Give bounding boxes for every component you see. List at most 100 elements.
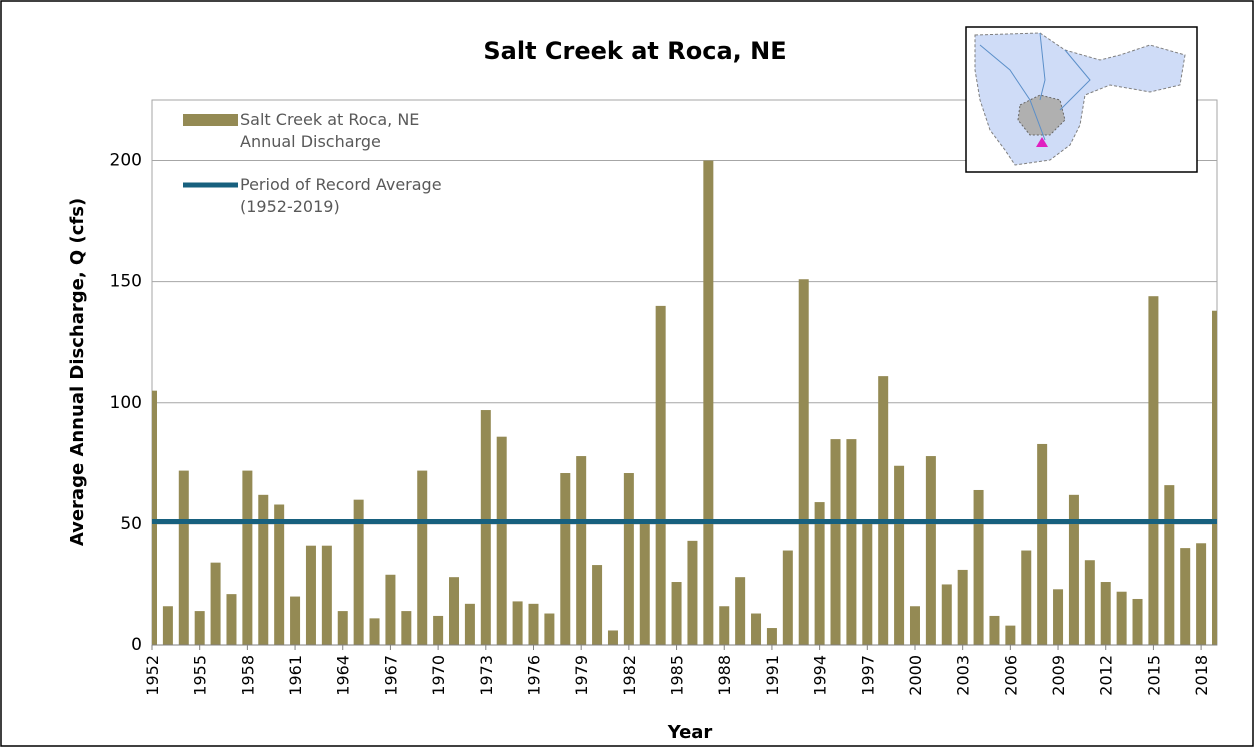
bars (152, 160, 1217, 646)
bar (449, 577, 460, 645)
bar (623, 473, 634, 645)
bar (751, 613, 762, 645)
bar (1212, 310, 1217, 645)
bar (782, 550, 793, 645)
bar (703, 160, 714, 646)
bar (814, 502, 825, 645)
bar (178, 470, 189, 645)
bar (941, 584, 952, 645)
labels: 0 50 100 150 200 1952 1955 1958 1961 1964 1967 1970… (110, 151, 1217, 696)
bar (162, 606, 173, 645)
y-tick-label: 150 (110, 272, 142, 292)
bar (528, 603, 539, 645)
x-tick-label: 2006 (1001, 655, 1020, 696)
inset-map (965, 26, 1198, 173)
y-tick-label: 0 (131, 635, 142, 655)
bar (957, 569, 968, 645)
x-tick-label: 2012 (1097, 655, 1116, 696)
bar (321, 545, 332, 645)
bar (576, 456, 587, 645)
x-tick-label: 1970 (429, 655, 448, 696)
x-tick-label: 1997 (858, 655, 877, 696)
x-tick-label: 1967 (381, 655, 400, 696)
bar (1084, 560, 1095, 645)
bar (544, 613, 555, 645)
x-tick-label: 1973 (477, 655, 496, 696)
x-tick-label: 1991 (763, 655, 782, 696)
map-city (1017, 94, 1066, 136)
legend-swatch (183, 114, 238, 126)
bar (385, 574, 396, 645)
bar (152, 390, 157, 645)
y-tick-label: 100 (110, 393, 142, 413)
bar (210, 562, 221, 645)
bar (830, 439, 841, 645)
bar (1005, 625, 1016, 645)
chart-title: Salt Creek at Roca, NE (483, 37, 786, 65)
bar (735, 577, 746, 645)
x-tick-label: 1988 (715, 655, 734, 696)
x-tick-label: 1961 (286, 655, 305, 696)
x-tick-label: 1976 (524, 655, 543, 696)
bar (496, 436, 507, 645)
bar (655, 305, 666, 645)
bar (290, 596, 301, 645)
bar (560, 473, 571, 645)
bar (1164, 485, 1175, 645)
bar (305, 545, 316, 645)
bar (766, 628, 777, 645)
bar (480, 410, 491, 645)
bar (274, 504, 285, 645)
bar (925, 456, 936, 645)
legend-label: Salt Creek at Roca, NE Annual Discharge (240, 110, 420, 151)
bar (719, 606, 730, 645)
bar (1180, 548, 1191, 645)
x-tick-label: 1952 (143, 655, 162, 696)
bar (973, 489, 984, 645)
x-tick-label: 1994 (811, 655, 830, 696)
bar (353, 499, 364, 645)
bar (607, 630, 618, 645)
bar (639, 519, 650, 645)
bar (1037, 443, 1048, 645)
bar (1100, 582, 1111, 645)
x-tick-label: 1985 (668, 655, 687, 696)
x-tick-label: 2009 (1049, 655, 1068, 696)
x-tick-label: 1964 (334, 655, 353, 696)
y-tick-label: 200 (110, 151, 142, 171)
bar (1116, 591, 1127, 645)
bar (878, 376, 889, 645)
bar (401, 611, 412, 645)
bar (687, 540, 698, 645)
bar (798, 279, 809, 645)
map-gauge (1036, 137, 1048, 147)
bar (242, 470, 253, 645)
bar (1196, 543, 1207, 645)
x-tick-label: 1982 (620, 655, 639, 696)
bar (1053, 589, 1064, 645)
bar (592, 565, 603, 645)
bar (417, 470, 428, 645)
x-tick-label: 2015 (1144, 655, 1163, 696)
bar (894, 465, 905, 645)
bar (909, 606, 920, 645)
bar (1132, 598, 1143, 645)
bar (226, 594, 237, 645)
x-tick-label: 2003 (954, 655, 973, 696)
bar (512, 601, 523, 645)
bar (194, 611, 205, 645)
y-tick-label: 50 (120, 514, 142, 534)
bar (862, 519, 873, 645)
x-tick-label: 2000 (906, 655, 925, 696)
map-streams (979, 32, 1091, 141)
x-tick-label: 1955 (191, 655, 210, 696)
x-tick-label: 2018 (1192, 655, 1211, 696)
bar (989, 615, 1000, 645)
y-axis-label: Average Annual Discharge, Q (cfs) (67, 198, 88, 546)
bar (464, 603, 475, 645)
bar (1148, 296, 1159, 645)
bar (369, 618, 380, 645)
bar (1021, 550, 1032, 645)
